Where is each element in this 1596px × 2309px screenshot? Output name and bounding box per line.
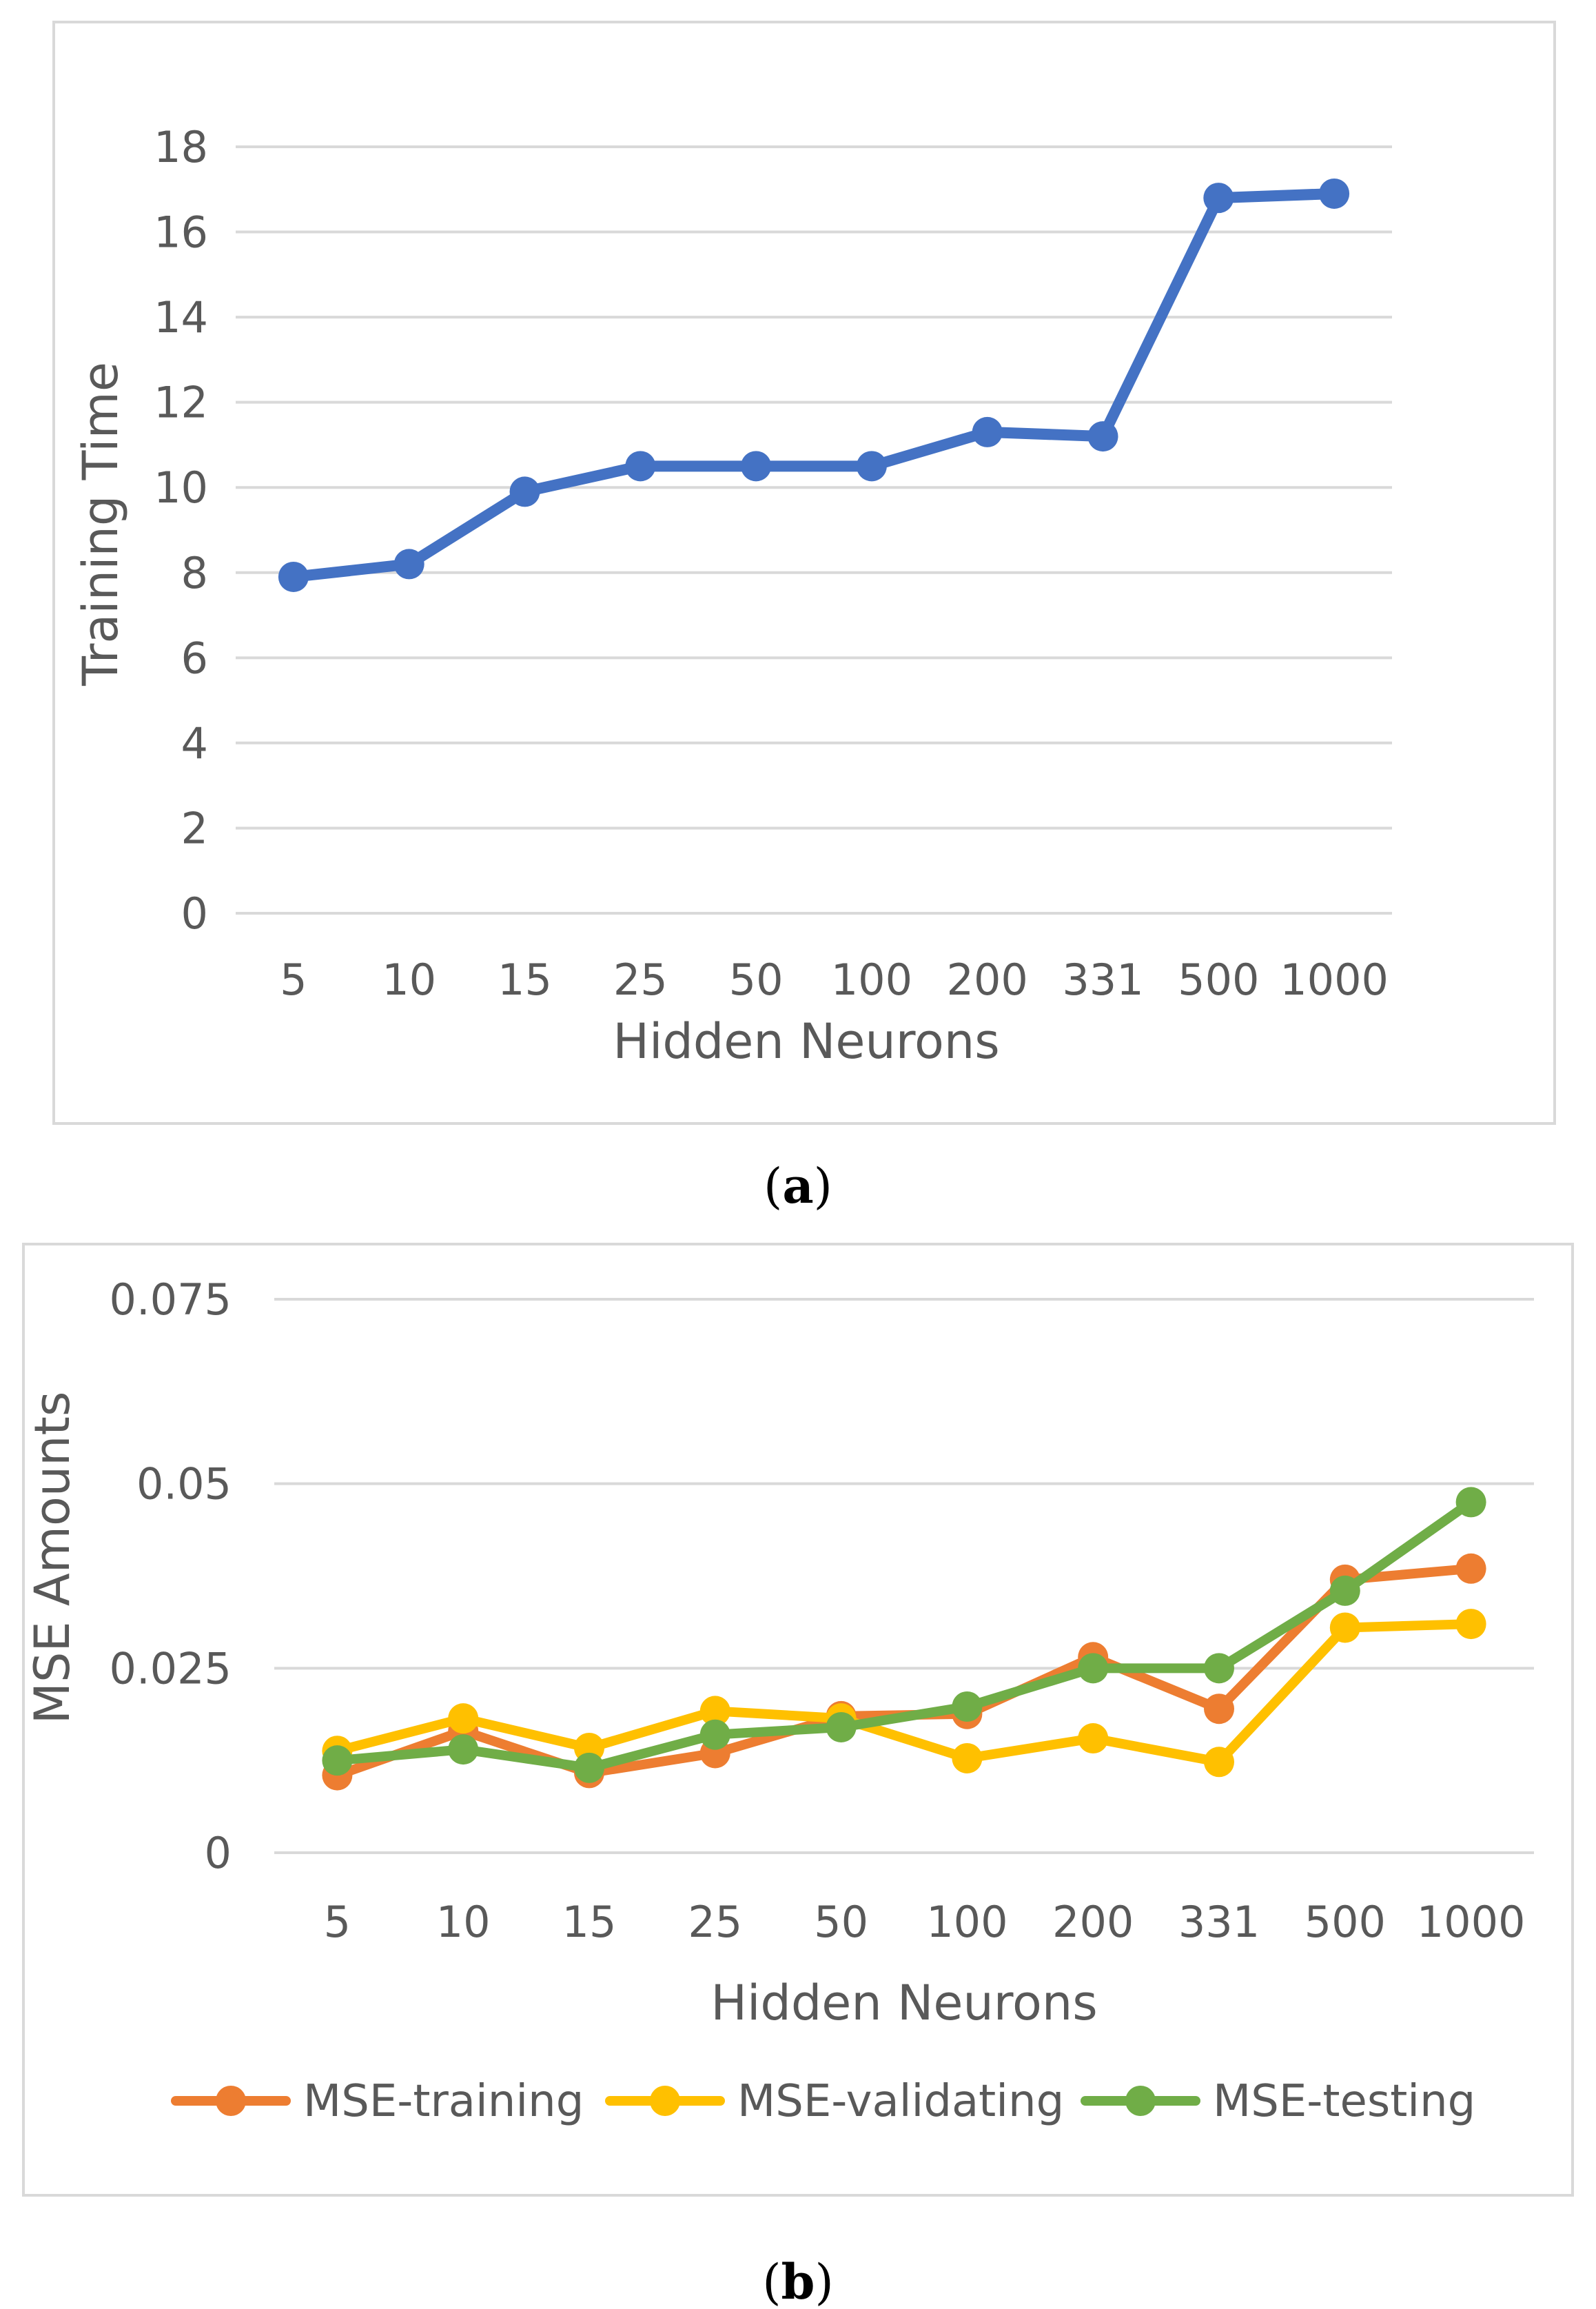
series-line-mse-testing	[332, 1497, 1476, 1773]
legend-item-mse-validating: MSE-validating	[605, 2076, 1064, 2127]
chart-a-y-tick-label: 14	[154, 292, 208, 343]
caption-b: (b)	[762, 2253, 834, 2309]
chart-a-x-tick-label: 200	[947, 955, 1028, 1005]
chart-b-x-axis-title: Hidden Neurons	[710, 1975, 1097, 2031]
legend-label: MSE-testing	[1213, 2076, 1475, 2127]
series-line-mse-validating	[332, 1619, 1476, 1767]
chart-a-x-tick-label: 500	[1178, 955, 1259, 1005]
chart-a-y-tick-labels: 0 2 4 6 8 10 12 14 16 18	[154, 122, 208, 939]
chart-b-x-tick-label: 200	[1052, 1897, 1134, 1947]
data-point-mse-testing	[952, 1691, 983, 1722]
caption-a: (a)	[764, 1157, 832, 1214]
data-point-training-time	[625, 451, 656, 482]
chart-panel-b: 0 0.025 0.05 0.075 5 10 15 25 50 100 200 331 500 100…	[22, 1243, 1574, 2197]
data-point-training-time	[856, 451, 887, 482]
chart-b-x-tick-label: 500	[1305, 1897, 1386, 1947]
chart-b-x-tick-label: 50	[814, 1897, 868, 1947]
chart-a-y-tick-label: 10	[154, 462, 208, 513]
chart-a-gridlines	[236, 145, 1392, 915]
data-point-training-time	[741, 451, 772, 482]
chart-a-x-tick-label: 10	[382, 955, 436, 1005]
data-point-mse-testing	[1078, 1653, 1109, 1684]
chart-a-frame	[52, 21, 1556, 1125]
chart-a-x-tick-label: 5	[280, 955, 307, 1005]
chart-a-y-tick-label: 0	[181, 888, 208, 939]
data-point-mse-validating	[952, 1742, 983, 1773]
series-line-training-time	[287, 187, 1340, 582]
chart-a-x-tick-label: 331	[1062, 955, 1143, 1005]
legend-item-mse-training: MSE-training	[171, 2076, 584, 2127]
chart-a-y-tick-label: 16	[154, 207, 208, 258]
chart-b-x-tick-label: 25	[688, 1897, 742, 1947]
data-point-mse-testing	[826, 1711, 857, 1742]
chart-b-y-tick-labels: 0 0.025 0.05 0.075	[110, 1274, 232, 1878]
data-point-mse-validating	[699, 1696, 730, 1727]
legend-swatch-marker	[216, 2086, 246, 2116]
data-point-mse-testing	[448, 1734, 479, 1765]
chart-b-gridlines	[274, 1298, 1534, 1854]
chart-b-frame	[22, 1243, 1574, 2197]
chart-a-y-axis-title: Training Time	[72, 362, 129, 686]
chart-a-y-tick-label: 8	[181, 548, 208, 598]
legend-swatch-marker	[650, 2086, 680, 2116]
legend-label: MSE-validating	[737, 2076, 1064, 2127]
chart-a-x-tick-label: 50	[729, 955, 784, 1005]
chart-a-x-tick-label: 25	[613, 955, 668, 1005]
data-point-mse-validating	[1204, 1747, 1234, 1778]
data-point-mse-validating	[1078, 1723, 1109, 1754]
data-point-mse-testing	[1329, 1575, 1360, 1606]
data-point-mse-validating	[448, 1703, 479, 1734]
chart-b-x-tick-label: 1000	[1417, 1897, 1526, 1947]
chart-a-y-tick-label: 6	[181, 633, 208, 683]
chart-a-y-tick-label: 4	[181, 718, 208, 769]
caption-a-label: a	[782, 1157, 813, 1214]
chart-a-x-tick-labels: 5 10 15 25 50 100 200 331 500 1000	[280, 955, 1389, 1005]
legend-swatch-marker	[1125, 2086, 1156, 2116]
data-point-mse-testing	[1455, 1487, 1486, 1518]
chart-a-x-tick-label: 100	[831, 955, 912, 1005]
chart-b-x-tick-label: 10	[436, 1897, 491, 1947]
chart-panel-a: 0 2 4 6 8 10 12 14 16 18 5 10 15 25 50 100 200 331 500 100…	[52, 21, 1556, 1125]
chart-b-x-tick-label: 331	[1178, 1897, 1260, 1947]
chart-b-legend: MSE-training MSE-validating MSE-testing	[171, 2076, 1475, 2127]
caption-b-label: b	[781, 2253, 815, 2309]
chart-a-y-tick-label: 2	[181, 803, 208, 853]
data-point-training-time	[972, 416, 1003, 447]
legend-item-mse-testing: MSE-testing	[1081, 2076, 1475, 2127]
chart-a-y-tick-label: 18	[154, 122, 208, 172]
data-point-training-time	[509, 476, 540, 507]
chart-b-x-tick-label: 15	[562, 1897, 617, 1947]
data-point-training-time	[278, 561, 309, 592]
chart-b-y-tick-label: 0.05	[136, 1459, 232, 1509]
data-point-training-time	[393, 549, 424, 580]
data-point-mse-testing	[699, 1719, 730, 1750]
data-point-mse-testing	[574, 1752, 604, 1783]
data-point-mse-training	[1204, 1693, 1234, 1725]
data-point-training-time	[1087, 421, 1118, 452]
data-point-mse-validating	[1329, 1612, 1360, 1643]
legend-label: MSE-training	[303, 2076, 584, 2127]
chart-b-y-tick-label: 0.075	[110, 1274, 232, 1325]
chart-b-x-tick-labels: 5 10 15 25 50 100 200 331 500 1000	[324, 1897, 1526, 1947]
chart-b-y-axis-title: MSE Amounts	[24, 1392, 81, 1725]
data-point-training-time	[1203, 183, 1234, 214]
chart-b-y-tick-label: 0	[205, 1828, 232, 1878]
data-point-mse-validating	[1455, 1609, 1486, 1640]
chart-a-y-tick-label: 12	[154, 378, 208, 428]
data-point-mse-training	[1455, 1553, 1486, 1584]
data-point-training-time	[1319, 178, 1350, 209]
chart-b-y-tick-label: 0.025	[110, 1643, 232, 1693]
chart-a-series	[278, 178, 1350, 592]
chart-b-x-tick-label: 5	[324, 1897, 351, 1947]
chart-a-x-tick-label: 15	[498, 955, 552, 1005]
chart-a-x-tick-label: 1000	[1280, 955, 1389, 1005]
chart-a-x-axis-title: Hidden Neurons	[613, 1013, 999, 1070]
data-point-mse-testing	[1204, 1653, 1234, 1684]
chart-b-series	[322, 1487, 1486, 1791]
chart-b-x-tick-label: 100	[926, 1897, 1007, 1947]
data-point-mse-testing	[322, 1745, 353, 1776]
